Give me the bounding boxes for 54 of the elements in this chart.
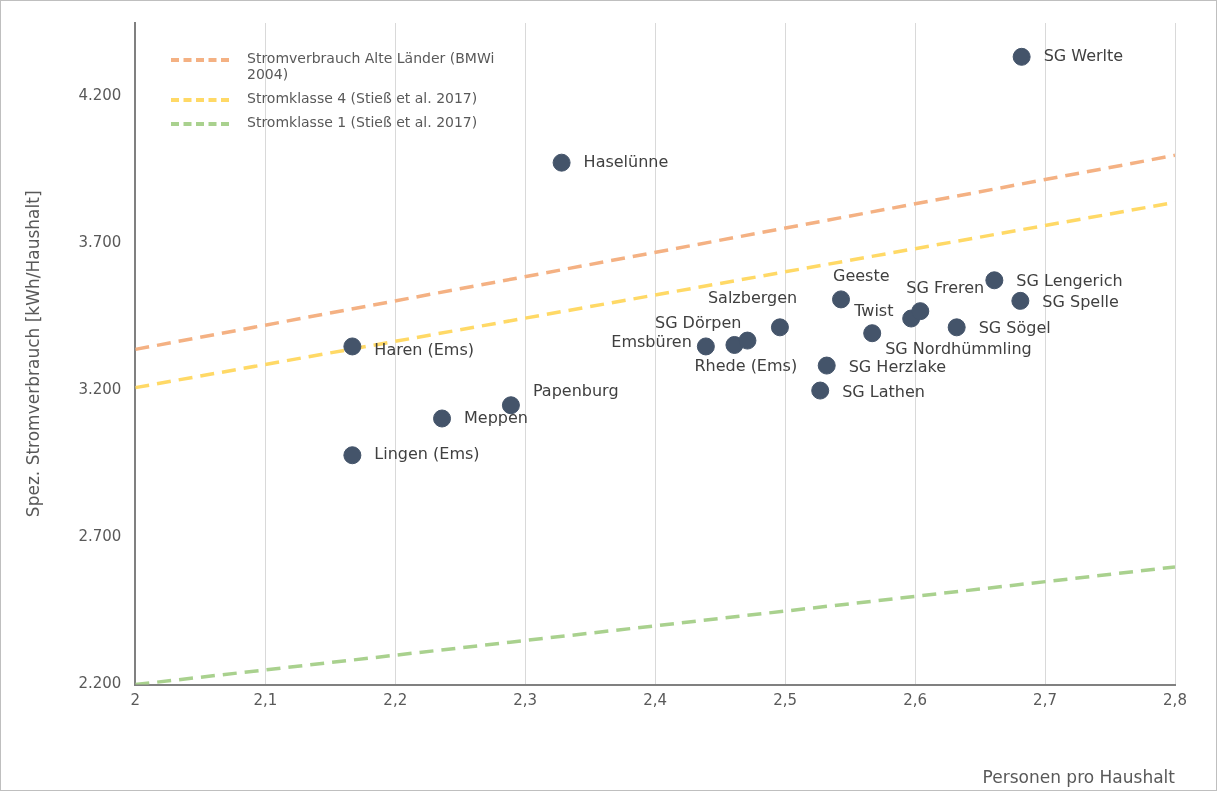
annotation: SG Nordhümmling bbox=[885, 338, 1032, 358]
point bbox=[911, 302, 930, 321]
annotation: SG Herzlake bbox=[848, 356, 946, 376]
annotation: Meppen bbox=[464, 407, 528, 427]
annotation: Salzbergen bbox=[707, 288, 798, 308]
annotation: SG Spelle bbox=[1042, 292, 1119, 312]
x-tick-label: 2,8 bbox=[1163, 691, 1187, 710]
legend-label: Stromklasse 1 (Stieß et al. 2017) bbox=[247, 114, 478, 130]
annotation: Lingen (Ems) bbox=[374, 444, 480, 464]
annotation: SG Freren bbox=[906, 278, 985, 298]
point bbox=[696, 337, 715, 356]
annotation: Twist bbox=[853, 301, 894, 321]
x-tick-label: 2,6 bbox=[903, 691, 928, 710]
annotation: SG Werlte bbox=[1043, 45, 1124, 65]
annotation: SG Sögel bbox=[978, 318, 1051, 338]
x-tick-label: 2,4 bbox=[643, 691, 668, 710]
point bbox=[433, 409, 452, 428]
point bbox=[811, 381, 830, 400]
point bbox=[343, 446, 362, 465]
x-tick-label: 2,7 bbox=[1033, 691, 1057, 710]
annotation: Rhede (Ems) bbox=[694, 356, 798, 376]
annotation: Haren (Ems) bbox=[374, 339, 475, 359]
y-tick-label: 2.200 bbox=[78, 674, 122, 693]
point bbox=[863, 324, 882, 343]
point bbox=[832, 290, 851, 309]
annotation: Papenburg bbox=[532, 381, 619, 401]
x-tick-label: 2,5 bbox=[773, 691, 798, 710]
annotation: SG Dörpen bbox=[654, 312, 742, 332]
point bbox=[552, 153, 571, 172]
x-tick-label: 2 bbox=[130, 691, 141, 710]
annotation: Haselünne bbox=[583, 151, 669, 171]
point bbox=[770, 318, 789, 337]
y-tick-label: 3.200 bbox=[78, 380, 122, 399]
point bbox=[817, 356, 836, 375]
point bbox=[947, 318, 966, 337]
point bbox=[343, 337, 362, 356]
point bbox=[1012, 47, 1031, 66]
point bbox=[738, 331, 757, 350]
x-tick-label: 2,1 bbox=[253, 691, 278, 710]
annotation: SG Lathen bbox=[842, 381, 925, 401]
annotation: SG Lengerich bbox=[1016, 271, 1123, 291]
x-tick-label: 2,3 bbox=[513, 691, 538, 710]
x-tick-label: 2,2 bbox=[383, 691, 408, 710]
y-tick-label: 2.700 bbox=[78, 527, 122, 546]
x-axis-title: Personen pro Haushalt bbox=[982, 767, 1176, 788]
legend-label: Stromverbrauch Alte Länder (BMWi 2004) bbox=[247, 50, 496, 82]
y-tick-label: 4.200 bbox=[78, 86, 122, 105]
legend-label: Stromklasse 4 (Stieß et al. 2017) bbox=[247, 90, 478, 106]
annotation: Emsbüren bbox=[611, 331, 692, 351]
annotation: Geeste bbox=[833, 265, 890, 285]
y-axis-title: Spez. Stromverbrauch [kWh/Haushalt] bbox=[22, 190, 43, 518]
point bbox=[1011, 291, 1030, 310]
y-tick-label: 3.700 bbox=[78, 233, 122, 252]
point bbox=[985, 271, 1004, 290]
